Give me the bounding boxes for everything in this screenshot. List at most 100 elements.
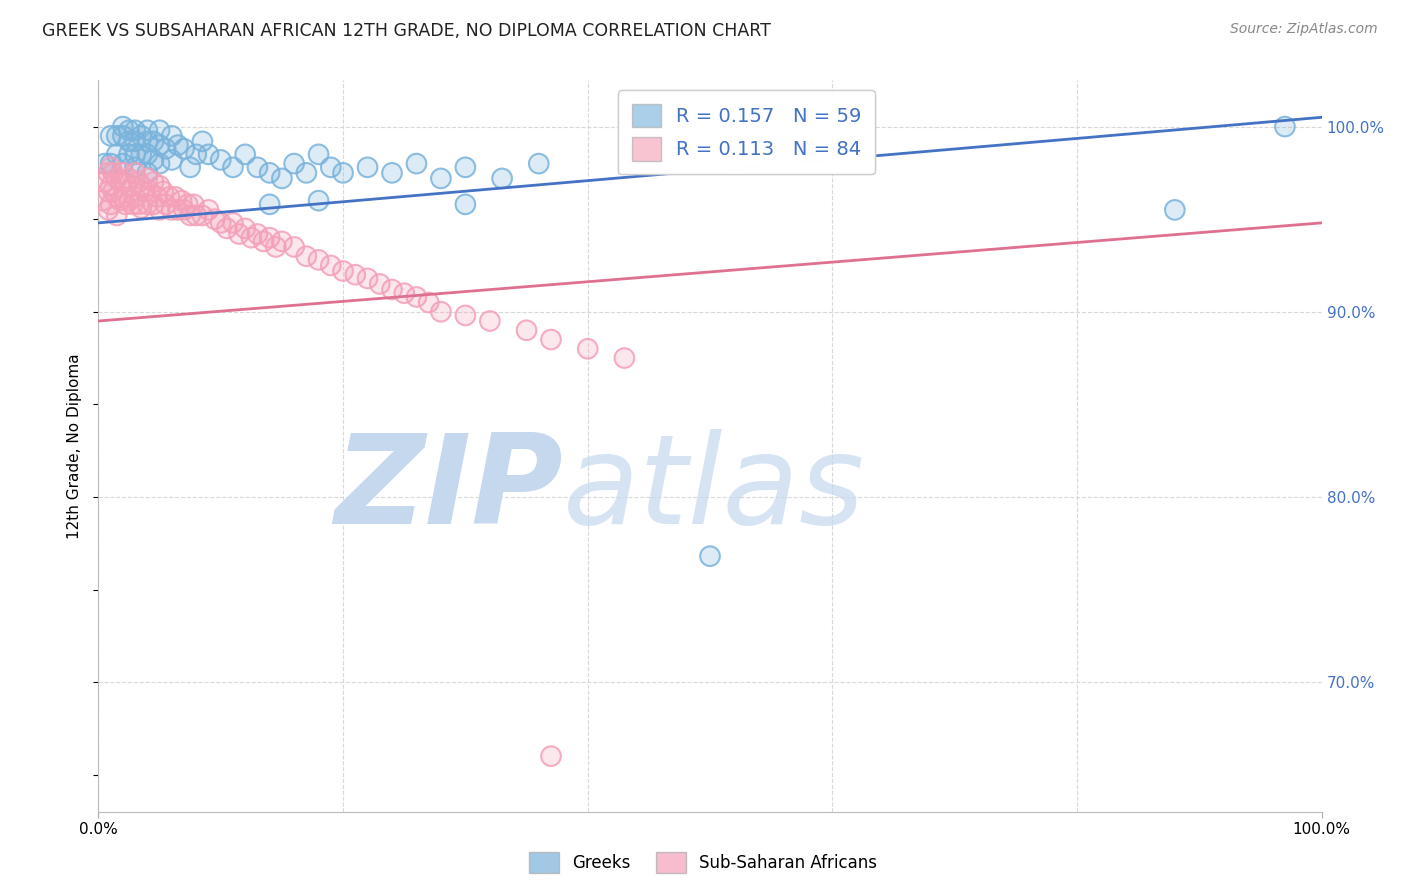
Point	[264, 240, 287, 254]
Point	[100, 178, 122, 193]
Point	[149, 156, 172, 170]
Point	[259, 166, 281, 180]
Point	[270, 235, 294, 249]
Point	[136, 166, 159, 180]
Point	[167, 138, 190, 153]
Point	[111, 190, 134, 204]
Point	[100, 197, 122, 211]
Point	[1274, 120, 1296, 134]
Point	[142, 135, 165, 149]
Point	[149, 202, 172, 217]
Point	[100, 156, 122, 170]
Point	[167, 138, 190, 153]
Point	[179, 161, 201, 175]
Point	[540, 749, 562, 764]
Point	[418, 295, 440, 310]
Point	[101, 166, 124, 180]
Point	[173, 202, 195, 217]
Point	[136, 166, 159, 180]
Point	[93, 156, 115, 170]
Point	[222, 161, 245, 175]
Point	[157, 190, 180, 204]
Point	[430, 304, 453, 318]
Point	[146, 190, 169, 204]
Point	[368, 277, 391, 291]
Point	[430, 171, 453, 186]
Point	[186, 147, 208, 161]
Point	[110, 175, 132, 189]
Point	[97, 185, 120, 199]
Point	[105, 209, 128, 223]
Point	[136, 123, 159, 137]
Point	[283, 240, 305, 254]
Point	[259, 230, 281, 244]
Point	[215, 221, 238, 235]
Point	[155, 197, 177, 211]
Point	[114, 175, 136, 189]
Point	[381, 283, 404, 297]
Point	[204, 212, 226, 227]
Point	[105, 128, 128, 143]
Point	[177, 197, 200, 211]
Point	[319, 259, 342, 273]
Point	[233, 147, 256, 161]
Point	[186, 209, 208, 223]
Point	[101, 185, 124, 199]
Point	[392, 286, 416, 301]
Point	[97, 202, 120, 217]
Point	[165, 190, 187, 204]
Point	[134, 185, 156, 199]
Point	[128, 175, 150, 189]
Point	[405, 156, 427, 170]
Point	[114, 197, 136, 211]
Point	[270, 171, 294, 186]
Point	[100, 161, 122, 175]
Point	[283, 156, 305, 170]
Point	[118, 135, 141, 149]
Point	[270, 235, 294, 249]
Point	[149, 178, 172, 193]
Point	[167, 202, 190, 217]
Point	[101, 166, 124, 180]
Point	[100, 128, 122, 143]
Point	[332, 264, 354, 278]
Point	[356, 271, 378, 285]
Point	[136, 171, 159, 186]
Point	[173, 142, 195, 156]
Point	[114, 175, 136, 189]
Point	[332, 264, 354, 278]
Point	[344, 268, 367, 282]
Point	[136, 123, 159, 137]
Point	[124, 166, 146, 180]
Point	[118, 147, 141, 161]
Point	[197, 202, 219, 217]
Text: ZIP: ZIP	[335, 429, 564, 550]
Point	[160, 153, 183, 167]
Point	[121, 197, 143, 211]
Point	[111, 156, 134, 170]
Point	[129, 147, 152, 161]
Point	[124, 123, 146, 137]
Point	[430, 304, 453, 318]
Point	[491, 171, 513, 186]
Point	[105, 190, 128, 204]
Point	[405, 290, 427, 304]
Point	[152, 185, 174, 199]
Point	[121, 178, 143, 193]
Point	[179, 161, 201, 175]
Point	[283, 156, 305, 170]
Point	[129, 201, 152, 215]
Point	[111, 128, 134, 143]
Point	[295, 249, 318, 263]
Point	[491, 171, 513, 186]
Point	[110, 194, 132, 208]
Point	[246, 161, 269, 175]
Point	[308, 194, 330, 208]
Point	[319, 161, 342, 175]
Point	[100, 178, 122, 193]
Point	[100, 156, 122, 170]
Point	[204, 212, 226, 227]
Point	[222, 161, 245, 175]
Point	[124, 166, 146, 180]
Point	[142, 153, 165, 167]
